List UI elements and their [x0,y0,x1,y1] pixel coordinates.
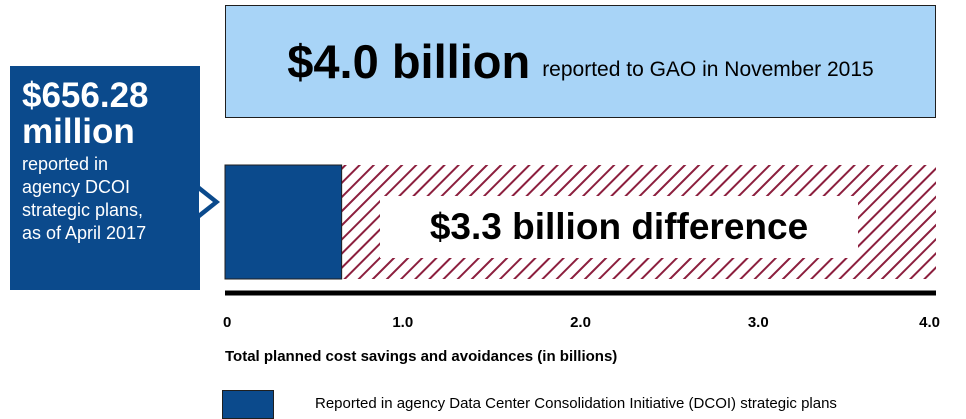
total-reported-bar: $4.0 billion reported to GAO in November… [225,5,936,118]
dcoi-amount-line1: $656.28 [22,76,149,115]
dcoi-desc-line-3: strategic plans, [22,200,144,220]
x-tick-label: 2.0 [570,314,591,331]
x-tick-label: 3.0 [748,314,769,331]
dcoi-amount-line2: million [22,112,135,151]
total-reported-description: reported to GAO in November 2015 [542,57,874,81]
total-reported-amount: $4.0 billion [287,35,531,88]
x-axis-title: Total planned cost savings and avoidance… [225,348,618,365]
legend-label: Reported in agency Data Center Consolida… [315,395,837,412]
dcoi-desc-line-4: as of April 2017 [22,223,147,243]
dcoi-desc-line-1: reported in [22,154,109,174]
dcoi-desc-line-2: agency DCOI [22,177,131,197]
dcoi-callout: $656.28 million reported in agency DCOI … [10,66,200,290]
x-tick-label: 1.0 [392,314,413,331]
legend-swatch [222,390,274,419]
callout-arrow-inner [199,191,213,213]
dcoi-bar [224,164,343,280]
x-tick-label: 4.0 [919,314,940,331]
difference-label: $3.3 billion difference [380,196,858,258]
x-tick-label: 0 [223,314,231,331]
dcoi-description: reported in agency DCOI strategic plans,… [22,153,200,245]
